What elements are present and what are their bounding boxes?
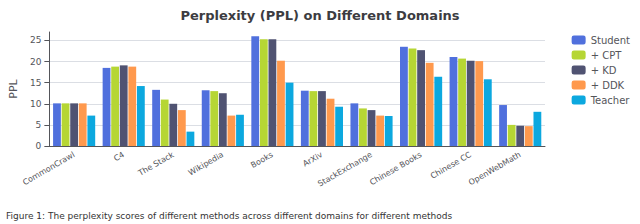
svg-text:+ KD: + KD (591, 65, 617, 76)
svg-text:StackExchange: StackExchange (316, 150, 374, 188)
svg-text:CommonCrawl: CommonCrawl (21, 150, 76, 187)
svg-text:The Stack: The Stack (136, 150, 176, 178)
svg-text:OpenWebMath: OpenWebMath (467, 150, 522, 187)
svg-text:Figure 1: The perplexity score: Figure 1: The perplexity scores of diffe… (6, 211, 452, 221)
svg-text:10: 10 (30, 99, 42, 109)
svg-text:5: 5 (36, 120, 42, 130)
svg-text:20: 20 (30, 57, 42, 67)
svg-text:ArXiv: ArXiv (301, 150, 324, 169)
svg-text:15: 15 (30, 78, 41, 88)
svg-text:+ DDK: + DDK (591, 80, 625, 91)
svg-text:PPL: PPL (7, 78, 20, 98)
svg-text:Wikipedia: Wikipedia (187, 150, 225, 177)
svg-text:C4: C4 (112, 150, 126, 163)
svg-text:Teacher: Teacher (590, 95, 631, 106)
svg-text:+ CPT: + CPT (591, 50, 623, 61)
svg-text:0: 0 (36, 141, 42, 151)
svg-text:25: 25 (30, 35, 41, 45)
svg-text:Student: Student (591, 35, 630, 46)
svg-text:Chinese Books: Chinese Books (368, 150, 423, 187)
svg-text:Chinese CC: Chinese CC (429, 150, 473, 181)
svg-text:Books: Books (249, 150, 274, 170)
svg-text:Perplexity (PPL) on Different: Perplexity (PPL) on Different Domains (180, 8, 459, 23)
